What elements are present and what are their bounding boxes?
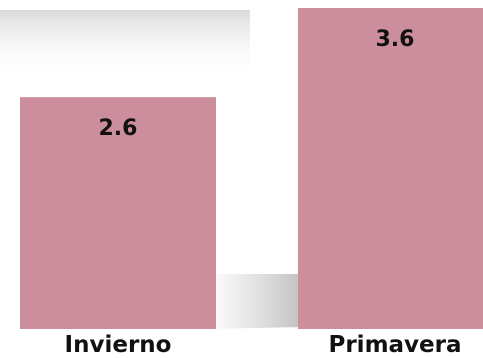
data-label-primavera: 3.6	[376, 27, 415, 52]
bar-shadows	[0, 10, 304, 329]
bars	[20, 8, 483, 330]
category-labels: Invierno Primavera	[65, 332, 462, 358]
category-label-primavera: Primavera	[328, 332, 461, 358]
data-labels: 2.6 3.6	[99, 27, 415, 141]
category-label-invierno: Invierno	[65, 332, 172, 358]
data-label-invierno: 2.6	[99, 116, 138, 141]
bar-primavera	[298, 8, 483, 329]
bar-shadow	[206, 274, 304, 329]
bar-invierno	[20, 97, 216, 330]
bar-shadow-top	[0, 10, 250, 80]
